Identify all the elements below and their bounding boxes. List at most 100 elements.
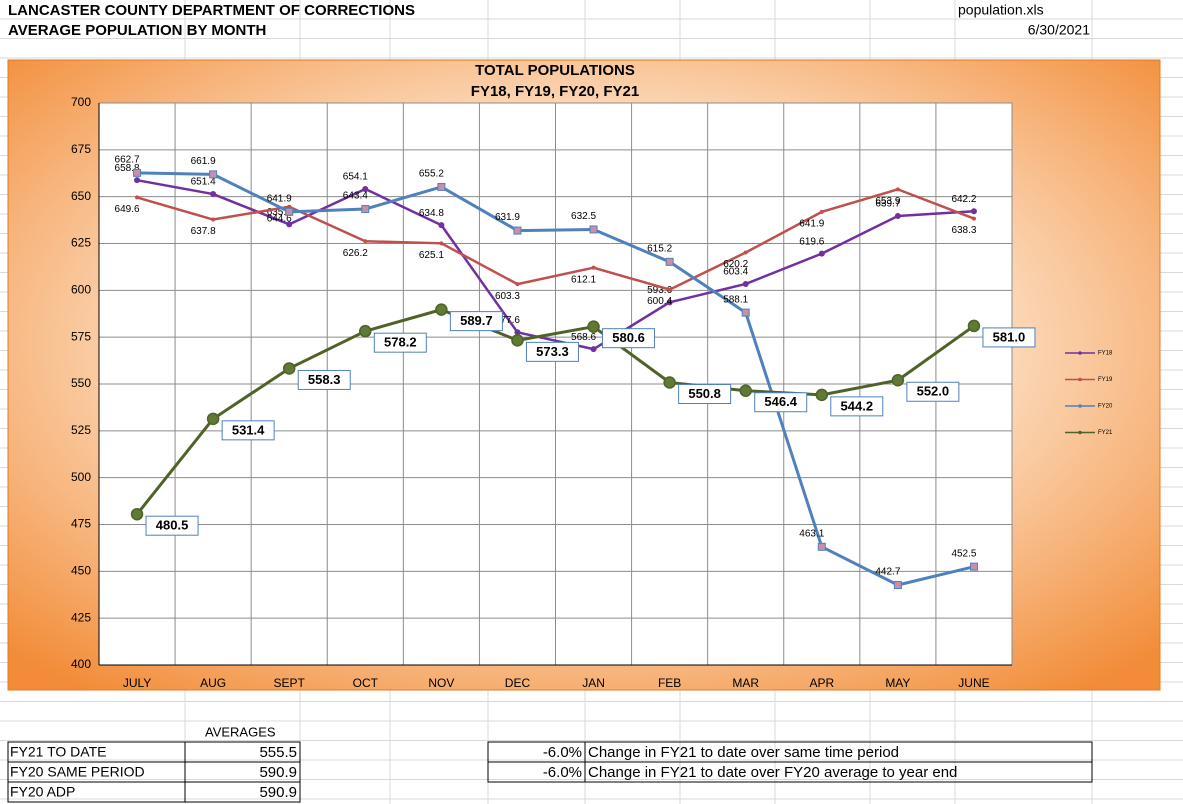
marker: [438, 222, 445, 229]
marker: [666, 299, 673, 306]
x-tick-label: FEB: [658, 676, 681, 690]
data-label: 593.6: [647, 285, 672, 296]
y-tick-label: 675: [71, 142, 91, 156]
data-label: 603.3: [495, 291, 520, 302]
data-label-box: [906, 381, 960, 402]
data-label: 653.9: [875, 196, 900, 207]
y-tick-label: 700: [71, 95, 91, 109]
legend-marker: [1078, 377, 1082, 382]
marker: [133, 168, 142, 177]
legend-label: FY18: [1098, 351, 1113, 357]
data-label: 581.0: [993, 329, 1026, 344]
marker: [590, 346, 597, 353]
chart-title: TOTAL POPULATIONS: [475, 62, 635, 79]
series-line: [137, 171, 975, 587]
data-label: 620.2: [723, 259, 748, 270]
row-value: 590.9: [259, 784, 297, 801]
y-tick-label: 400: [71, 657, 91, 671]
marker: [287, 204, 292, 209]
legend-marker: [1078, 351, 1082, 355]
data-label: 661.9: [191, 156, 216, 167]
x-tick-label: DEC: [505, 676, 531, 690]
x-tick-label: SEPT: [274, 676, 306, 690]
change-value: -6.0%: [543, 764, 582, 781]
sheet-subtitle: AVERAGE POPULATION BY MONTH: [8, 22, 266, 39]
data-label: 644.6: [267, 213, 292, 224]
marker: [513, 226, 522, 235]
marker: [135, 195, 140, 200]
chart-subtitle: FY18, FY19, FY20, FY21: [471, 83, 639, 100]
data-label: 452.5: [951, 548, 976, 559]
data-label: 639.7: [875, 199, 900, 210]
marker: [130, 507, 144, 521]
chart: 400 425 450 475 500 525 550 575 600 625 650 675 700 J…: [71, 95, 1113, 690]
data-label: 638.3: [951, 225, 976, 236]
data-label: 544.2: [841, 398, 874, 413]
data-label: 442.7: [875, 567, 900, 578]
y-tick-label: 650: [71, 189, 91, 203]
legend-marker: [1078, 430, 1082, 435]
marker: [967, 319, 981, 333]
change-value: -6.0%: [543, 744, 582, 761]
tables: FY21 TO DATE 555.5 FY20 SAME PERIOD 590.9 FY…: [7, 741, 1093, 803]
data-label: 550.8: [688, 386, 721, 401]
data-label: 625.1: [419, 250, 444, 261]
legend-label: FY19: [1098, 377, 1113, 383]
data-label: 577.6: [495, 315, 520, 326]
marker: [895, 187, 900, 192]
legend-marker: [1078, 404, 1082, 408]
x-tick-label: APR: [809, 676, 834, 690]
marker: [739, 384, 752, 397]
legend-label: FY20: [1098, 404, 1113, 410]
x-tick-label: JUNE: [958, 676, 989, 690]
data-label: 463.1: [799, 528, 824, 539]
marker: [286, 221, 293, 228]
data-label: 480.5: [156, 518, 189, 533]
data-label: 642.2: [951, 194, 976, 205]
data-label: 658.8: [115, 163, 140, 174]
marker: [439, 241, 444, 246]
x-tick-label: JAN: [582, 676, 605, 690]
series-line: [136, 188, 975, 291]
y-tick-label: 425: [71, 610, 91, 624]
data-label: 635.2: [267, 207, 292, 218]
data-label-box: [678, 384, 732, 405]
marker: [206, 412, 220, 426]
marker: [511, 334, 524, 347]
x-tick-label: MAY: [885, 676, 910, 690]
cell-border: [584, 761, 1093, 783]
data-label-box: [602, 328, 656, 349]
data-label-box: [449, 311, 503, 332]
marker: [362, 185, 369, 192]
data-label: 603.4: [723, 267, 748, 278]
marker: [891, 374, 905, 387]
data-label: 662.7: [115, 155, 140, 166]
marker: [665, 257, 674, 266]
marker: [435, 303, 448, 316]
y-tick-label: 575: [71, 329, 91, 343]
series-line: [136, 178, 975, 351]
y-tick-label: 475: [71, 517, 91, 531]
row-label: FY21 TO DATE: [10, 744, 106, 760]
legend-label: FY21: [1098, 430, 1113, 436]
cell-border: [184, 781, 301, 803]
report-date: 6/30/2021: [1028, 22, 1090, 38]
data-label: 643.4: [343, 191, 368, 202]
data-label: 641.9: [799, 218, 824, 229]
data-label: 654.1: [343, 172, 368, 183]
marker: [893, 581, 902, 590]
data-label: 580.6: [612, 330, 645, 345]
marker: [134, 177, 141, 184]
marker: [515, 282, 520, 287]
data-label: 649.6: [115, 204, 140, 215]
marker: [211, 217, 216, 222]
data-label: 612.1: [571, 274, 596, 285]
x-tick-label: NOV: [428, 676, 454, 690]
data-label-box: [221, 420, 275, 441]
data-label-box: [373, 332, 427, 353]
averages-header: AVERAGES: [205, 724, 276, 739]
data-label: 634.8: [419, 208, 444, 219]
data-label: 651.4: [191, 177, 216, 188]
x-tick-label: OCT: [353, 676, 379, 690]
